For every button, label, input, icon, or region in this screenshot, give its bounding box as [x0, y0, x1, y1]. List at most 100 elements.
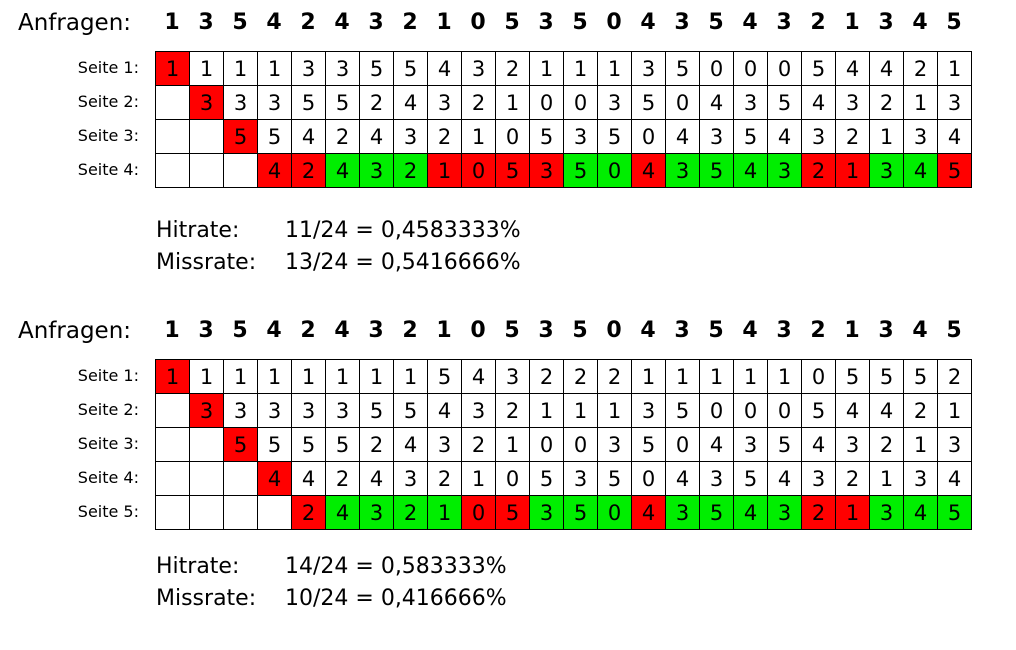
frame-cell: 5 — [393, 51, 428, 86]
request-value: 1 — [436, 10, 452, 35]
frame-cell: 3 — [393, 119, 428, 154]
frame-cell: 4 — [461, 359, 496, 394]
frame-cell: 3 — [631, 393, 666, 428]
request-value: 1 — [844, 10, 860, 35]
hit-cell: 4 — [733, 495, 768, 530]
frame-cell: 1 — [529, 393, 564, 428]
page-row-label: Seite 1: — [77, 366, 139, 385]
frame-cell: 2 — [597, 359, 632, 394]
frame-cell — [223, 495, 258, 530]
hitrate-label: Hitrate: — [156, 554, 240, 579]
miss-cell: 2 — [801, 495, 836, 530]
miss-cell: 3 — [529, 153, 564, 188]
frame-cell: 4 — [359, 461, 394, 496]
frame-cell: 1 — [189, 359, 224, 394]
frame-cell: 3 — [291, 393, 326, 428]
frame-cell: 5 — [665, 393, 700, 428]
request-value: 4 — [266, 10, 282, 35]
request-value: 5 — [946, 318, 962, 343]
frame-cell: 1 — [767, 359, 802, 394]
miss-cell: 1 — [835, 153, 870, 188]
frame-cell: 0 — [767, 393, 802, 428]
frame-cell: 1 — [257, 359, 292, 394]
hit-cell: 5 — [937, 495, 972, 530]
frame-cell: 1 — [597, 393, 632, 428]
frame-cell: 3 — [937, 427, 972, 462]
frame-cell — [257, 495, 292, 530]
frame-cell: 2 — [359, 427, 394, 462]
frame-cell: 3 — [597, 427, 632, 462]
frame-cell: 5 — [529, 461, 564, 496]
frame-cell: 5 — [597, 119, 632, 154]
request-value: 3 — [878, 10, 894, 35]
frame-cell: 2 — [495, 393, 530, 428]
frame-cell: 3 — [325, 393, 360, 428]
miss-cell: 1 — [155, 359, 190, 394]
frame-cell: 2 — [835, 119, 870, 154]
hit-cell: 4 — [325, 495, 360, 530]
request-value: 1 — [164, 318, 180, 343]
panel-5-frames: Anfragen: 1 3 5 4 2 4 3 2 1 0 5 3 5 0 4 3 5 4 3 2 1 3 4 5 Seite 1… — [0, 308, 1016, 650]
frame-cell: 1 — [869, 119, 904, 154]
hit-cell: 5 — [563, 495, 598, 530]
frame-cell: 0 — [699, 393, 734, 428]
page-row-label: Seite 3: — [77, 434, 139, 453]
miss-cell: 1 — [835, 495, 870, 530]
frame-cell: 4 — [291, 461, 326, 496]
frame-cell: 5 — [767, 427, 802, 462]
frame-cell: 0 — [733, 51, 768, 86]
frame-cell — [223, 461, 258, 496]
frame-cell: 3 — [835, 85, 870, 120]
frame-cell: 5 — [359, 51, 394, 86]
frame-cell: 5 — [631, 427, 666, 462]
request-value: 3 — [198, 318, 214, 343]
frame-cell — [189, 119, 224, 154]
frame-cell: 4 — [427, 51, 462, 86]
frame-cell: 5 — [835, 359, 870, 394]
hitrate-line: Hitrate: 14/24 = 0,583333% — [156, 551, 507, 583]
frame-cell — [155, 495, 190, 530]
frame-cell: 1 — [903, 427, 938, 462]
miss-cell: 4 — [631, 495, 666, 530]
frame-cell: 5 — [631, 85, 666, 120]
frame-cell: 3 — [461, 51, 496, 86]
frame-cell: 1 — [461, 461, 496, 496]
frame-cell: 0 — [665, 427, 700, 462]
frame-cell: 0 — [631, 119, 666, 154]
frame-cell: 1 — [393, 359, 428, 394]
frame-cell — [189, 153, 224, 188]
request-value: 1 — [164, 10, 180, 35]
frame-cell: 3 — [597, 85, 632, 120]
frame-cell: 2 — [563, 359, 598, 394]
hit-cell: 4 — [325, 153, 360, 188]
frame-cell — [189, 427, 224, 462]
frame-cell: 5 — [291, 427, 326, 462]
frame-cell: 1 — [223, 51, 258, 86]
miss-cell: 4 — [257, 153, 292, 188]
frame-cell: 2 — [835, 461, 870, 496]
frame-cell: 2 — [325, 119, 360, 154]
missrate-value: 10/24 = 0,416666% — [285, 586, 507, 611]
missrate-line: Missrate: 10/24 = 0,416666% — [156, 583, 507, 615]
frame-cell: 3 — [733, 427, 768, 462]
request-value: 4 — [912, 10, 928, 35]
frame-cell: 3 — [325, 51, 360, 86]
frame-cell — [155, 461, 190, 496]
request-value: 3 — [674, 318, 690, 343]
frame-cell: 1 — [495, 85, 530, 120]
frame-cell: 3 — [801, 119, 836, 154]
miss-cell: 3 — [189, 85, 224, 120]
frame-cell: 4 — [835, 393, 870, 428]
request-value: 5 — [708, 10, 724, 35]
frame-cell: 4 — [393, 427, 428, 462]
frame-cell: 4 — [869, 393, 904, 428]
request-value: 0 — [606, 10, 622, 35]
frame-cell: 4 — [869, 51, 904, 86]
hitrate-value: 11/24 = 0,4583333% — [285, 218, 521, 243]
frame-cell: 4 — [937, 461, 972, 496]
page-row-label: Seite 3: — [77, 126, 139, 145]
frame-cell: 4 — [767, 119, 802, 154]
request-value: 5 — [232, 10, 248, 35]
